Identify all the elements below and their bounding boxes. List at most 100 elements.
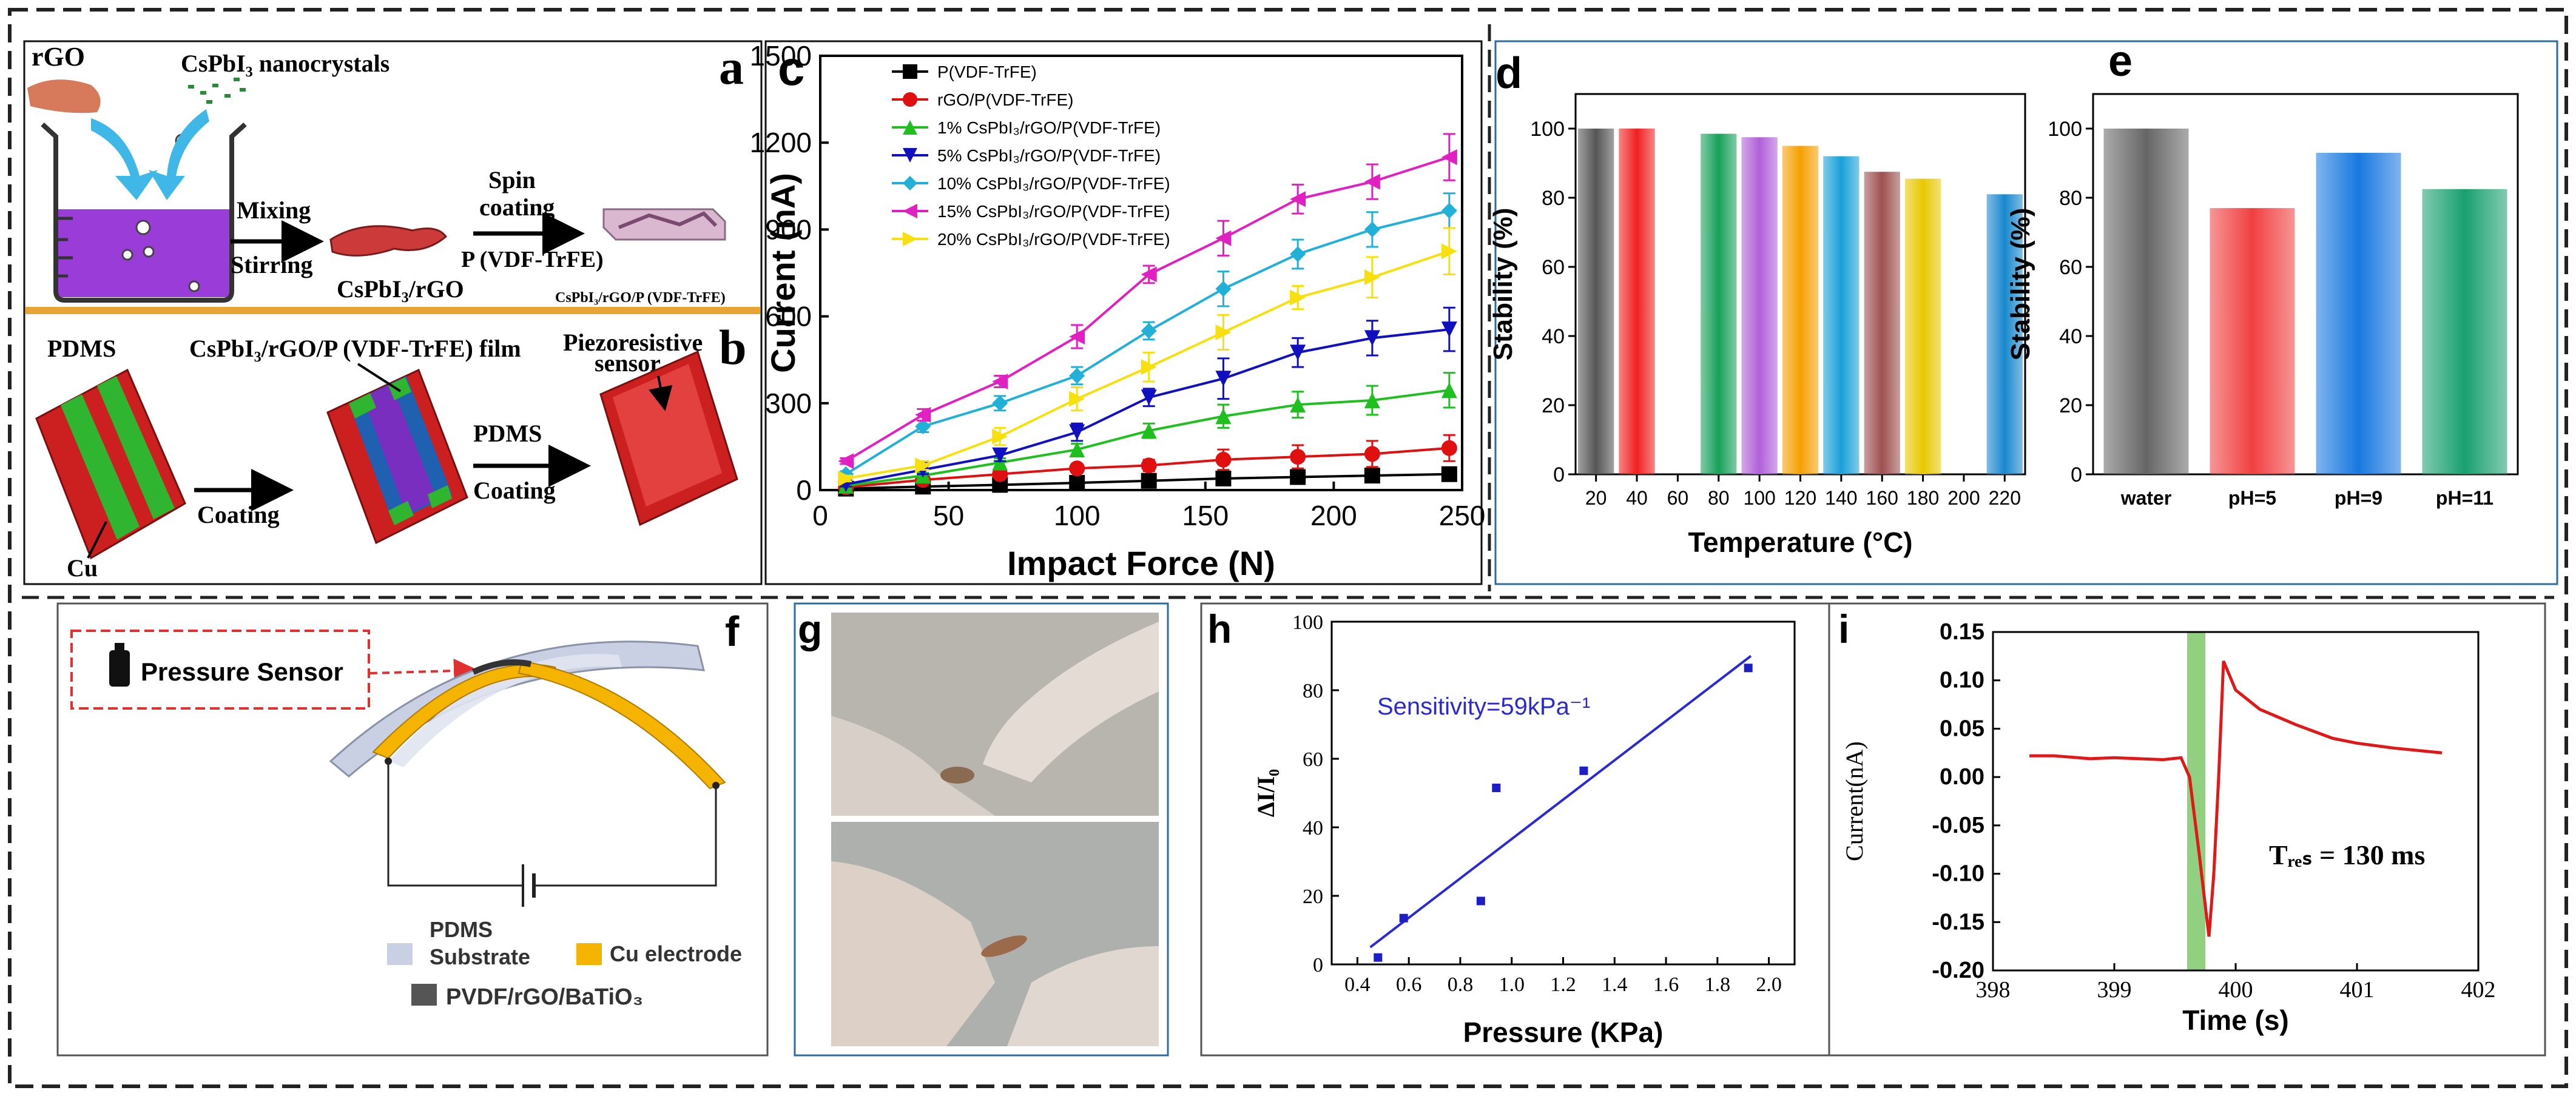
legend-label: P(VDF-TrFE) xyxy=(937,62,1037,81)
y-tick-label: 0 xyxy=(1553,463,1565,486)
cspbi-rgo-flake xyxy=(329,225,448,257)
x-tick-label: 401 xyxy=(2340,977,2375,1003)
x-tick-label: 1.2 xyxy=(1550,973,1576,996)
pour-arrow-right xyxy=(149,109,209,200)
panel-ab: a rGO CsPbI₃ nanocrystals Mixing Stirrin… xyxy=(23,39,763,585)
legend-label: rGO/P(VDF-TrFE) xyxy=(937,90,1073,109)
x-tick-label: water xyxy=(2120,487,2172,509)
pdms-legend-label: PDMS xyxy=(430,917,493,942)
legend-marker xyxy=(903,64,917,79)
y-tick-label: 80 xyxy=(1303,680,1323,702)
stirring-label: Stirring xyxy=(231,251,313,278)
y-tick-label: 60 xyxy=(1303,748,1323,771)
panel-label-f: f xyxy=(725,608,740,655)
highlight-band xyxy=(2187,632,2205,970)
photo-bottom-sensor xyxy=(981,935,1027,957)
data-point xyxy=(1744,664,1753,673)
y-tick-label: 100 xyxy=(2048,118,2082,141)
y-tick-label: 60 xyxy=(2059,256,2082,279)
x-tick-label: pH=9 xyxy=(2335,487,2382,509)
x-tick-label: 40 xyxy=(1626,487,1648,509)
circuit-left xyxy=(387,761,522,887)
terminal-right xyxy=(712,782,720,789)
data-point xyxy=(915,457,931,474)
data-point xyxy=(1069,329,1085,345)
film-pointer xyxy=(357,363,402,392)
y-tick-label: 600 xyxy=(765,301,812,332)
data-point xyxy=(1364,269,1380,286)
panel-h-border xyxy=(1200,602,1833,1057)
x-tick-label: 0 xyxy=(812,500,828,531)
y-tick-label: 100 xyxy=(1292,611,1323,634)
x-tick-label: 0.4 xyxy=(1344,973,1371,996)
data-point xyxy=(1141,359,1157,375)
data-point xyxy=(1290,397,1306,413)
legend-marker xyxy=(903,120,917,135)
y-tick-label: 20 xyxy=(1303,886,1323,908)
pdms-label: PDMS xyxy=(47,335,116,362)
x-tick-label: 150 xyxy=(1182,500,1229,531)
data-point xyxy=(1215,470,1232,486)
pvdf-label: P (VDF-TrFE) xyxy=(461,247,604,272)
rgo-flake xyxy=(27,79,101,113)
x-tick-label: 399 xyxy=(2097,977,2132,1003)
data-point xyxy=(1215,230,1232,246)
x-tick-label: 160 xyxy=(1866,487,1898,509)
data-point xyxy=(1441,466,1457,482)
data-point xyxy=(1069,368,1085,384)
terminal-left xyxy=(385,758,392,765)
photo-top-sensor xyxy=(940,767,974,784)
y-tick-label: 40 xyxy=(2059,325,2082,348)
data-point xyxy=(1290,246,1306,262)
y-tick-label: 40 xyxy=(1542,325,1565,348)
legend-marker xyxy=(903,92,917,107)
plot-frame xyxy=(2092,93,2519,476)
fit-line xyxy=(1369,654,1752,949)
coating-label-2: Coating xyxy=(473,477,556,504)
cu-pointer xyxy=(87,521,107,559)
y-tick-label: 0 xyxy=(2071,463,2082,486)
data-point xyxy=(1215,371,1232,387)
y-axis-label: Stability (%) xyxy=(1488,208,1518,361)
data-point xyxy=(1579,766,1588,775)
sensor-label: Pressure Sensor xyxy=(141,657,343,686)
y-tick-label: 100 xyxy=(1530,118,1565,141)
data-point xyxy=(1492,784,1501,793)
x-tick-label: 400 xyxy=(2219,977,2253,1003)
data-point xyxy=(1476,896,1485,906)
panel-label-g: g xyxy=(798,607,822,651)
y-tick-label: 1500 xyxy=(750,40,812,72)
x-tick-label: 1.4 xyxy=(1602,973,1628,996)
data-point xyxy=(1215,281,1232,297)
x-tick-label: 140 xyxy=(1825,487,1857,509)
substrate-legend-label: Substrate xyxy=(430,944,530,969)
panel-label-e: e xyxy=(2108,37,2133,86)
beaker-gradations xyxy=(56,217,73,278)
chart-h: h 0.4 0.6 0.8 1.0 1.2 1.4 1.6 1.8 2.0 0 20 40 60 80 10… xyxy=(1200,602,1833,1057)
data-point xyxy=(1215,324,1232,340)
y-tick-label: 900 xyxy=(765,213,812,245)
data-point xyxy=(1441,440,1457,456)
plot-frame xyxy=(819,55,1463,491)
x-tick-label: 1.8 xyxy=(1705,973,1731,996)
photo-top-glove-left xyxy=(831,716,995,816)
x-tick-label: pH=11 xyxy=(2436,487,2493,509)
x-tick-label: 2.0 xyxy=(1756,973,1782,996)
sensor-icon-cap xyxy=(115,643,124,651)
panel-label-h: h xyxy=(1207,607,1232,651)
bar xyxy=(1619,129,1655,474)
y-tick-label: 80 xyxy=(2059,187,2082,210)
y-tick-label: 1200 xyxy=(750,127,812,158)
data-point xyxy=(1141,457,1157,474)
data-point xyxy=(992,428,1008,445)
panel-f: f Pressure Sensor PDMS Substrate Cu elec… xyxy=(56,602,769,1057)
chart-i: i 398 399 400 401 402 -0.20 -0.15 -0.10 -0.05 0.0… xyxy=(1828,602,2546,1057)
x-axis-label: Temperature (°C) xyxy=(1688,526,1912,558)
data-point xyxy=(1215,408,1232,425)
panel-label-c: c xyxy=(778,41,805,95)
x-tick-label: 1.0 xyxy=(1499,973,1525,996)
bar xyxy=(1578,129,1614,474)
legend-marker xyxy=(903,204,917,218)
data-point xyxy=(1441,203,1457,219)
